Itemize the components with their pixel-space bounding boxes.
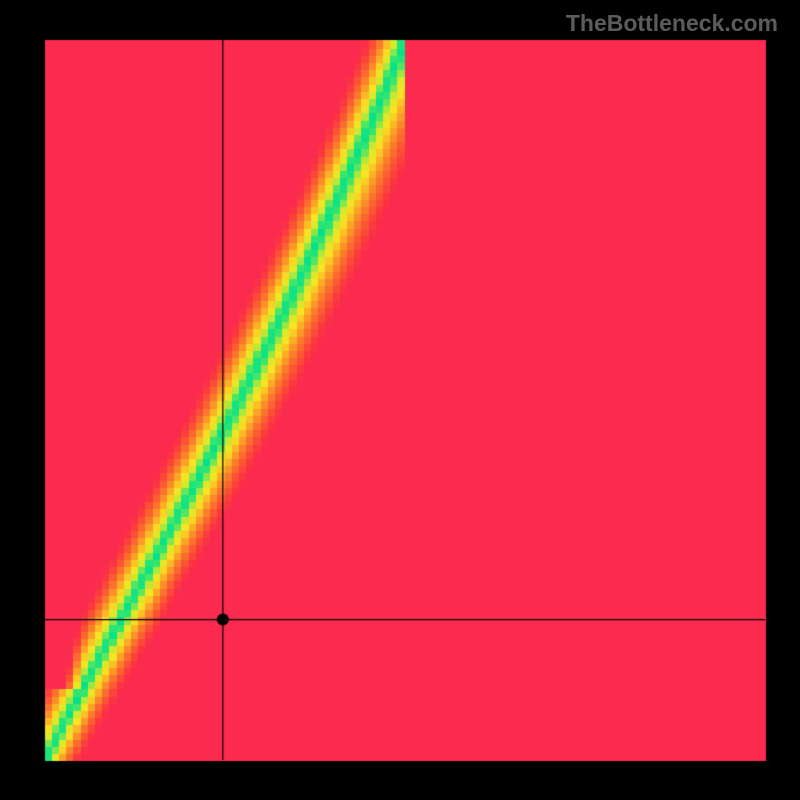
watermark-text: TheBottleneck.com (566, 10, 778, 37)
bottleneck-heatmap (0, 0, 800, 800)
chart-container: TheBottleneck.com (0, 0, 800, 800)
